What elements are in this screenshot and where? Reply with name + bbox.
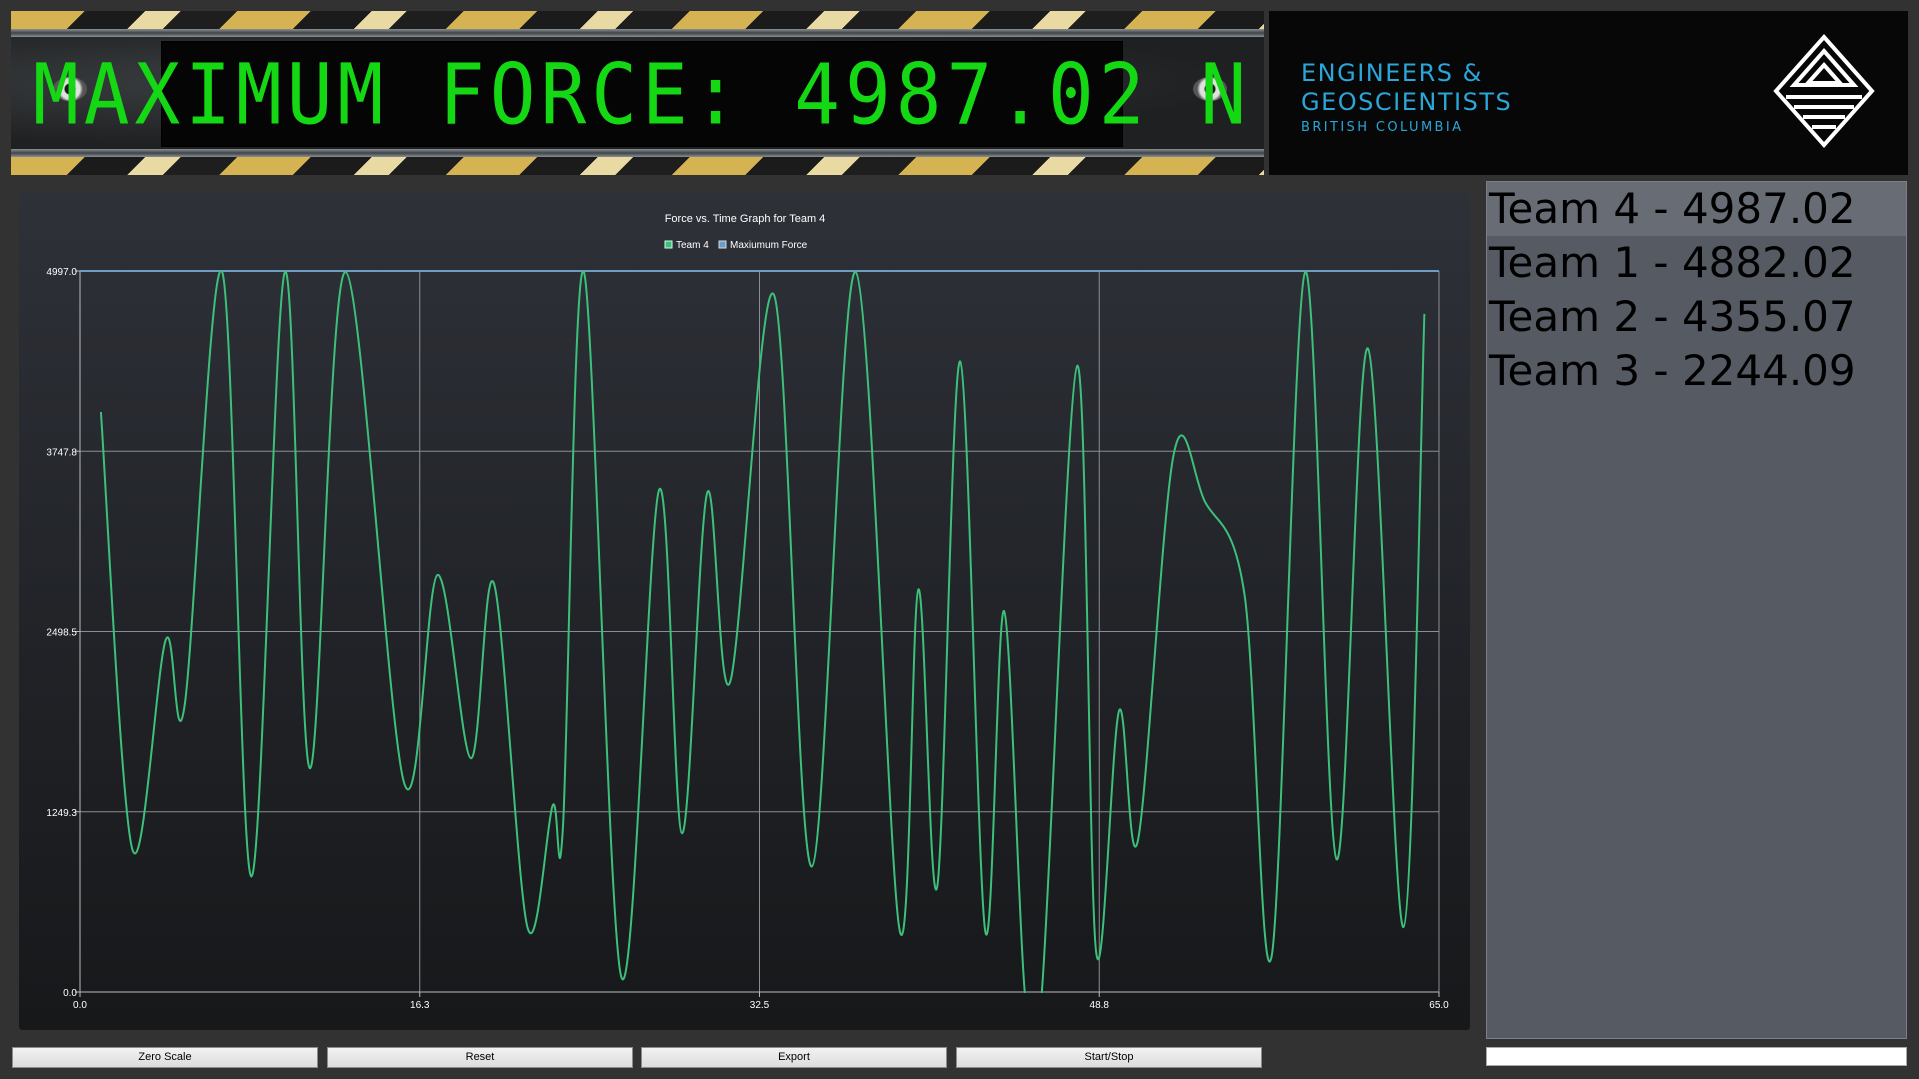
chart-axes: 0.0 16.3 32.5 48.8 65.0 0.0 1249.3 2498.5 3747.8… [46, 267, 1449, 1011]
force-time-chart: Force vs. Time Graph for Team 4 Team 4 M… [19, 191, 1470, 1030]
export-button[interactable]: Export [641, 1047, 947, 1068]
x-tick-label: 32.5 [750, 1000, 770, 1011]
organization-name: ENGINEERS & GEOSCIENTISTS BRITISH COLUMB… [1301, 59, 1512, 135]
y-tick-label: 4997.0 [46, 267, 77, 278]
legend-swatch-team4 [665, 241, 672, 248]
leaderboard-list[interactable]: Team 4 - 4987.02 Team 1 - 4882.02 Team 2… [1486, 181, 1907, 1039]
y-tick-label: 0.0 [63, 988, 77, 999]
metal-rail-bottom [11, 149, 1264, 157]
y-tick-label: 2498.5 [46, 628, 77, 639]
force-display: MAXIMUM FORCE: 4987.02 N [161, 41, 1123, 147]
leaderboard-item[interactable]: Team 2 - 4355.07 [1487, 290, 1906, 344]
logo-line-2: GEOSCIENTISTS [1301, 88, 1512, 117]
metal-rail-top [11, 29, 1264, 37]
team-name-input[interactable] [1486, 1047, 1907, 1066]
logo-line-1: ENGINEERS & [1301, 59, 1512, 88]
logo-panel: ENGINEERS & GEOSCIENTISTS BRITISH COLUMB… [1269, 11, 1908, 175]
start-stop-button[interactable]: Start/Stop [956, 1047, 1262, 1068]
legend-label-team4: Team 4 [676, 240, 709, 251]
x-tick-label: 48.8 [1090, 1000, 1110, 1011]
hazard-stripe-bottom [11, 157, 1264, 175]
reset-button[interactable]: Reset [327, 1047, 633, 1068]
zero-scale-button[interactable]: Zero Scale [12, 1047, 318, 1068]
legend-swatch-max [719, 241, 726, 248]
chart-canvas: Force vs. Time Graph for Team 4 Team 4 M… [19, 191, 1470, 1030]
logo-line-3: BRITISH COLUMBIA [1301, 120, 1512, 135]
x-tick-label: 16.3 [410, 1000, 430, 1011]
max-force-banner: MAXIMUM FORCE: 4987.02 N [11, 11, 1264, 175]
legend-label-max: Maxiumum Force [730, 240, 808, 251]
hazard-stripe-top [11, 11, 1264, 29]
max-force-readout: MAXIMUM FORCE: 4987.02 N [33, 45, 1251, 143]
leaderboard-item[interactable]: Team 1 - 4882.02 [1487, 236, 1906, 290]
x-tick-label: 0.0 [73, 1000, 87, 1011]
chart-legend: Team 4 Maxiumum Force [665, 240, 808, 251]
egbc-logo-icon [1772, 33, 1876, 153]
team4-force-line [101, 271, 1425, 1030]
leaderboard-item[interactable]: Team 3 - 2244.09 [1487, 344, 1906, 398]
chart-title: Force vs. Time Graph for Team 4 [665, 213, 826, 225]
leaderboard-item[interactable]: Team 4 - 4987.02 [1487, 182, 1906, 236]
y-tick-label: 1249.3 [46, 808, 77, 819]
y-tick-label: 3747.8 [46, 447, 77, 458]
x-tick-label: 65.0 [1429, 1000, 1449, 1011]
